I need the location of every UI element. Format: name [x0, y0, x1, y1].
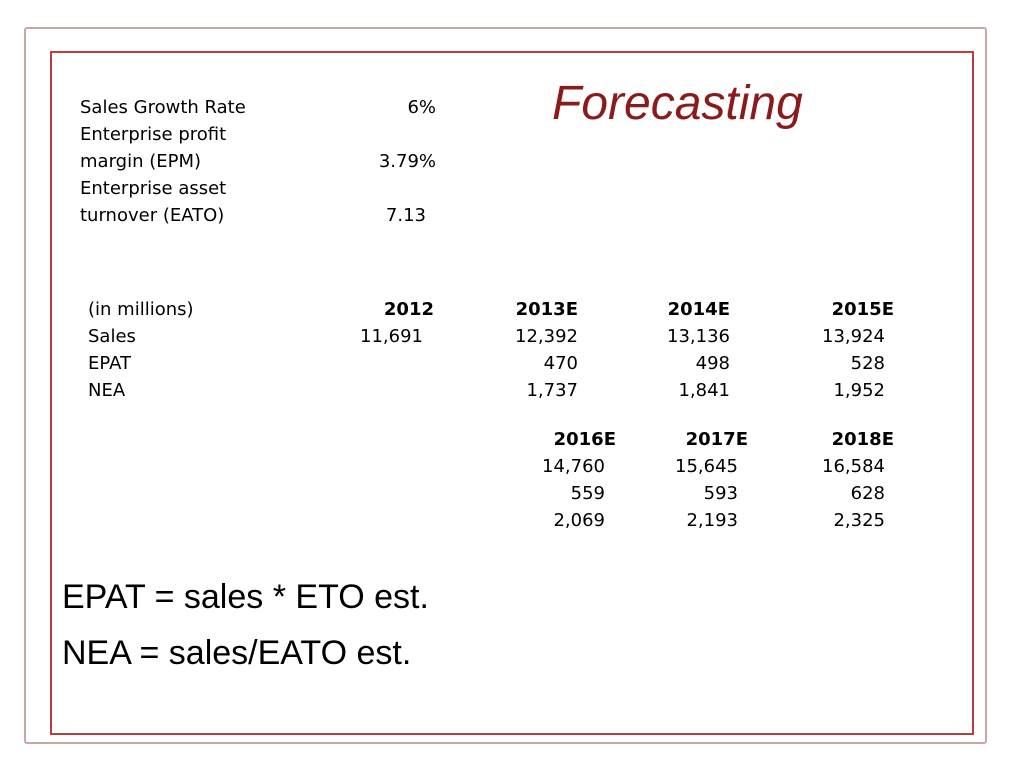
column-header: 2018E [831, 429, 894, 450]
row-label-epat: EPAT [88, 353, 131, 374]
table-cell: 2,325 [833, 510, 885, 531]
table-cell: 14,760 [542, 456, 605, 477]
table-cell: 12,392 [515, 326, 578, 347]
slide-title: Forecasting [552, 77, 803, 130]
table-cell: 498 [695, 353, 730, 374]
table-cell: 16,584 [822, 456, 885, 477]
column-header: 2015E [831, 299, 894, 320]
column-header: 2016E [553, 429, 616, 450]
table-cell: 11,691 [360, 326, 423, 347]
table-cell: 1,737 [526, 380, 578, 401]
param-value-sales-growth: 6% [407, 97, 436, 118]
formula-nea: NEA = sales/EATO est. [62, 634, 412, 672]
slide-outer-frame [24, 27, 987, 744]
param-label-eato-line2: turnover (EATO) [80, 205, 225, 226]
param-label-eato-line1: Enterprise asset [80, 178, 227, 199]
table-cell: 470 [543, 353, 578, 374]
table-cell: 2,069 [553, 510, 605, 531]
param-value-epm: 3.79% [378, 151, 436, 172]
formula-epat: EPAT = sales * ETO est. [62, 578, 429, 616]
table-cell: 2,193 [686, 510, 738, 531]
table-cell: 15,645 [675, 456, 738, 477]
table-cell: 1,841 [678, 380, 730, 401]
table-cell: 628 [850, 483, 885, 504]
param-label-epm-line2: margin (EPM) [80, 151, 202, 172]
slide-inner-frame [50, 51, 974, 735]
unit-label: (in millions) [88, 299, 194, 320]
row-label-nea: NEA [88, 380, 126, 401]
table-cell: 1,952 [833, 380, 885, 401]
param-label-sales-growth: Sales Growth Rate [80, 97, 246, 118]
table-cell: 528 [850, 353, 885, 374]
table-cell: 559 [570, 483, 605, 504]
table-cell: 13,136 [667, 326, 730, 347]
table-cell: 593 [703, 483, 738, 504]
param-label-epm-line1: Enterprise profit [80, 124, 227, 145]
column-header: 2014E [667, 299, 730, 320]
column-header: 2013E [515, 299, 578, 320]
column-header: 2012 [383, 299, 434, 320]
table-cell: 13,924 [822, 326, 885, 347]
row-label-sales: Sales [88, 326, 136, 347]
param-value-eato: 7.13 [385, 205, 426, 226]
column-header: 2017E [685, 429, 748, 450]
